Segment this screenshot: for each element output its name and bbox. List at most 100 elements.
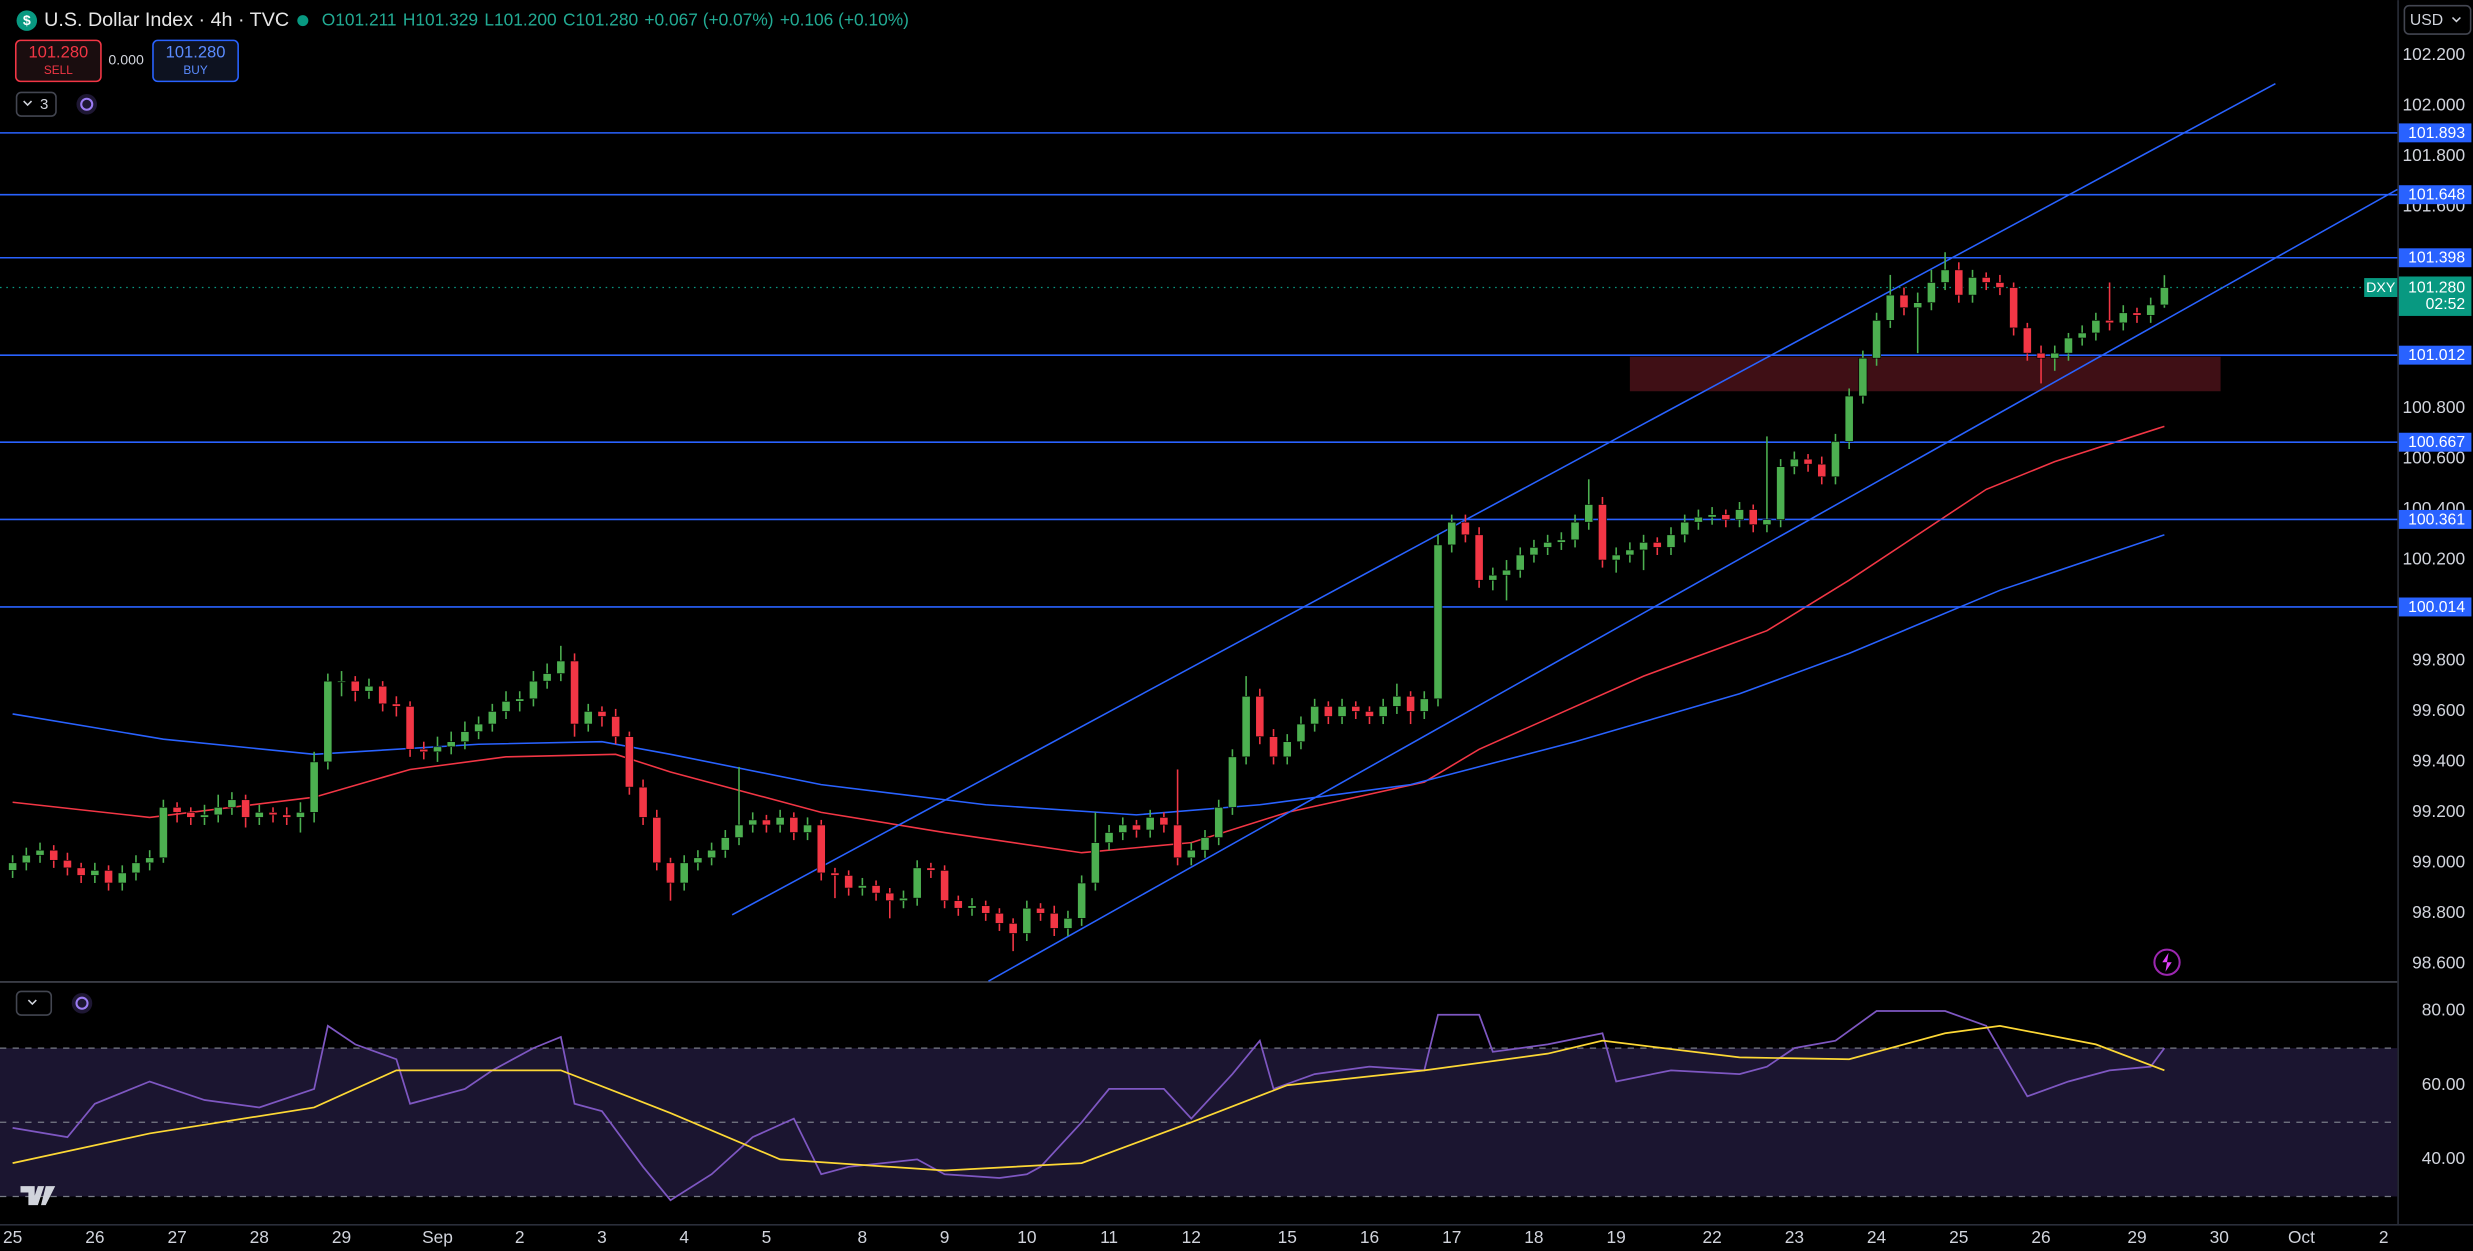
level-tag	[2398, 509, 2472, 529]
x-tick-label: 16	[1360, 1227, 1379, 1247]
candle-body	[1913, 302, 1923, 309]
candle-body	[1296, 723, 1306, 743]
candle-body	[186, 812, 196, 818]
alert-icon[interactable]	[2153, 948, 2181, 976]
candle-body	[624, 736, 634, 788]
candle-body	[2132, 312, 2142, 316]
candle-body	[1803, 458, 1813, 465]
pane-chevron	[27, 999, 37, 1006]
candle-body	[2064, 337, 2073, 354]
candle-body	[734, 824, 744, 838]
ohlc-change-day: +0.106 (+0.10%)	[780, 9, 909, 29]
x-tick-label: 23	[1785, 1227, 1804, 1247]
x-tick-label: 22	[1702, 1227, 1721, 1247]
y-tick-label: 102.200	[2402, 44, 2465, 64]
tradingview-logo[interactable]	[20, 1186, 56, 1206]
candle-body	[1282, 741, 1292, 758]
x-tick-label: 18	[1524, 1227, 1543, 1247]
candle-body	[570, 660, 579, 725]
level-tag-label: 101.893	[2408, 125, 2465, 142]
level-tag-label: 100.667	[2408, 434, 2465, 451]
candle-body	[542, 673, 552, 682]
pane-sync-button[interactable]	[71, 992, 93, 1014]
candle-body	[1570, 521, 1580, 541]
indicators-toggle[interactable]	[15, 91, 57, 117]
candle-body	[830, 872, 840, 876]
candle-body	[1159, 817, 1169, 826]
candle-body	[1474, 534, 1484, 581]
y-tick-label: 98.800	[2412, 902, 2465, 922]
x-tick-label: 25	[3, 1227, 22, 1247]
symbol-icon[interactable]	[16, 10, 38, 31]
candle-body	[1488, 574, 1498, 581]
candle-body	[775, 817, 785, 826]
candle-body	[1077, 882, 1087, 919]
level-tag	[2398, 597, 2472, 617]
candle-body	[213, 806, 223, 816]
level-tag	[2398, 123, 2472, 143]
candle-body	[117, 872, 127, 884]
sell-button[interactable]	[14, 39, 102, 83]
x-tick-label: 11	[1100, 1227, 1118, 1247]
candle-body	[899, 897, 908, 901]
candle-body	[487, 711, 497, 725]
candle-body	[2105, 320, 2114, 324]
candle-body	[816, 824, 826, 874]
candle-body	[227, 799, 237, 808]
symbol-tag-label: DXY	[2366, 280, 2396, 296]
candle-body	[131, 862, 141, 874]
candle-body	[1118, 824, 1128, 833]
y-tick-label: 100.800	[2402, 397, 2465, 417]
candle-body	[529, 680, 538, 700]
last-price-tag	[2398, 276, 2472, 316]
y-tick-label: 99.200	[2412, 801, 2465, 821]
candle-body	[1036, 907, 1045, 914]
candle-body	[2159, 287, 2169, 306]
countdown: 02:52	[2426, 296, 2465, 313]
ohlc-close: C101.280	[563, 9, 638, 29]
ohlc-high: H101.329	[403, 9, 478, 29]
candle-body	[1460, 521, 1470, 536]
candle-body	[446, 741, 456, 748]
candle-body	[364, 685, 374, 692]
candle-body	[940, 870, 950, 901]
indicators-count: 3	[40, 96, 48, 113]
buy-label: BUY	[183, 63, 207, 77]
market-status[interactable]	[297, 15, 309, 27]
candle-body	[1063, 918, 1073, 929]
candle-body	[1721, 514, 1731, 520]
candle-body	[2077, 332, 2087, 339]
y-tick-label: 99.600	[2412, 700, 2465, 720]
candle-body	[1940, 269, 1950, 283]
candle-body	[1392, 695, 1402, 707]
currency-select[interactable]	[2403, 4, 2472, 35]
candle-body	[638, 786, 648, 818]
candle-body	[515, 698, 525, 702]
candle-body	[172, 806, 182, 813]
x-tick-label: Oct	[2288, 1227, 2315, 1247]
candle-body	[1693, 516, 1703, 523]
moving-average	[12, 425, 2165, 854]
x-tick-label: 28	[250, 1227, 269, 1247]
candle-body	[63, 859, 72, 869]
sync-button[interactable]	[76, 93, 97, 115]
x-tick-label: 29	[332, 1227, 351, 1247]
candle-body	[1968, 277, 1977, 296]
y-tick-label: 99.800	[2412, 650, 2465, 670]
buy-button[interactable]	[152, 39, 239, 83]
chart-title[interactable]: U.S. Dollar Index · 4h · TVC	[44, 9, 289, 31]
chevron-icon	[23, 100, 33, 107]
candle-body	[76, 867, 86, 876]
y-tick-label: 101.800	[2402, 145, 2465, 165]
candle-body	[2022, 327, 2032, 354]
candle-body	[1255, 695, 1265, 737]
candle-body	[1625, 549, 1635, 556]
candle-body	[1104, 832, 1114, 843]
currency-chevron	[2451, 16, 2461, 23]
candle-body	[912, 867, 922, 899]
candle-body	[1543, 542, 1553, 548]
x-tick-label: 2	[2379, 1227, 2389, 1247]
candle-body	[652, 817, 662, 864]
